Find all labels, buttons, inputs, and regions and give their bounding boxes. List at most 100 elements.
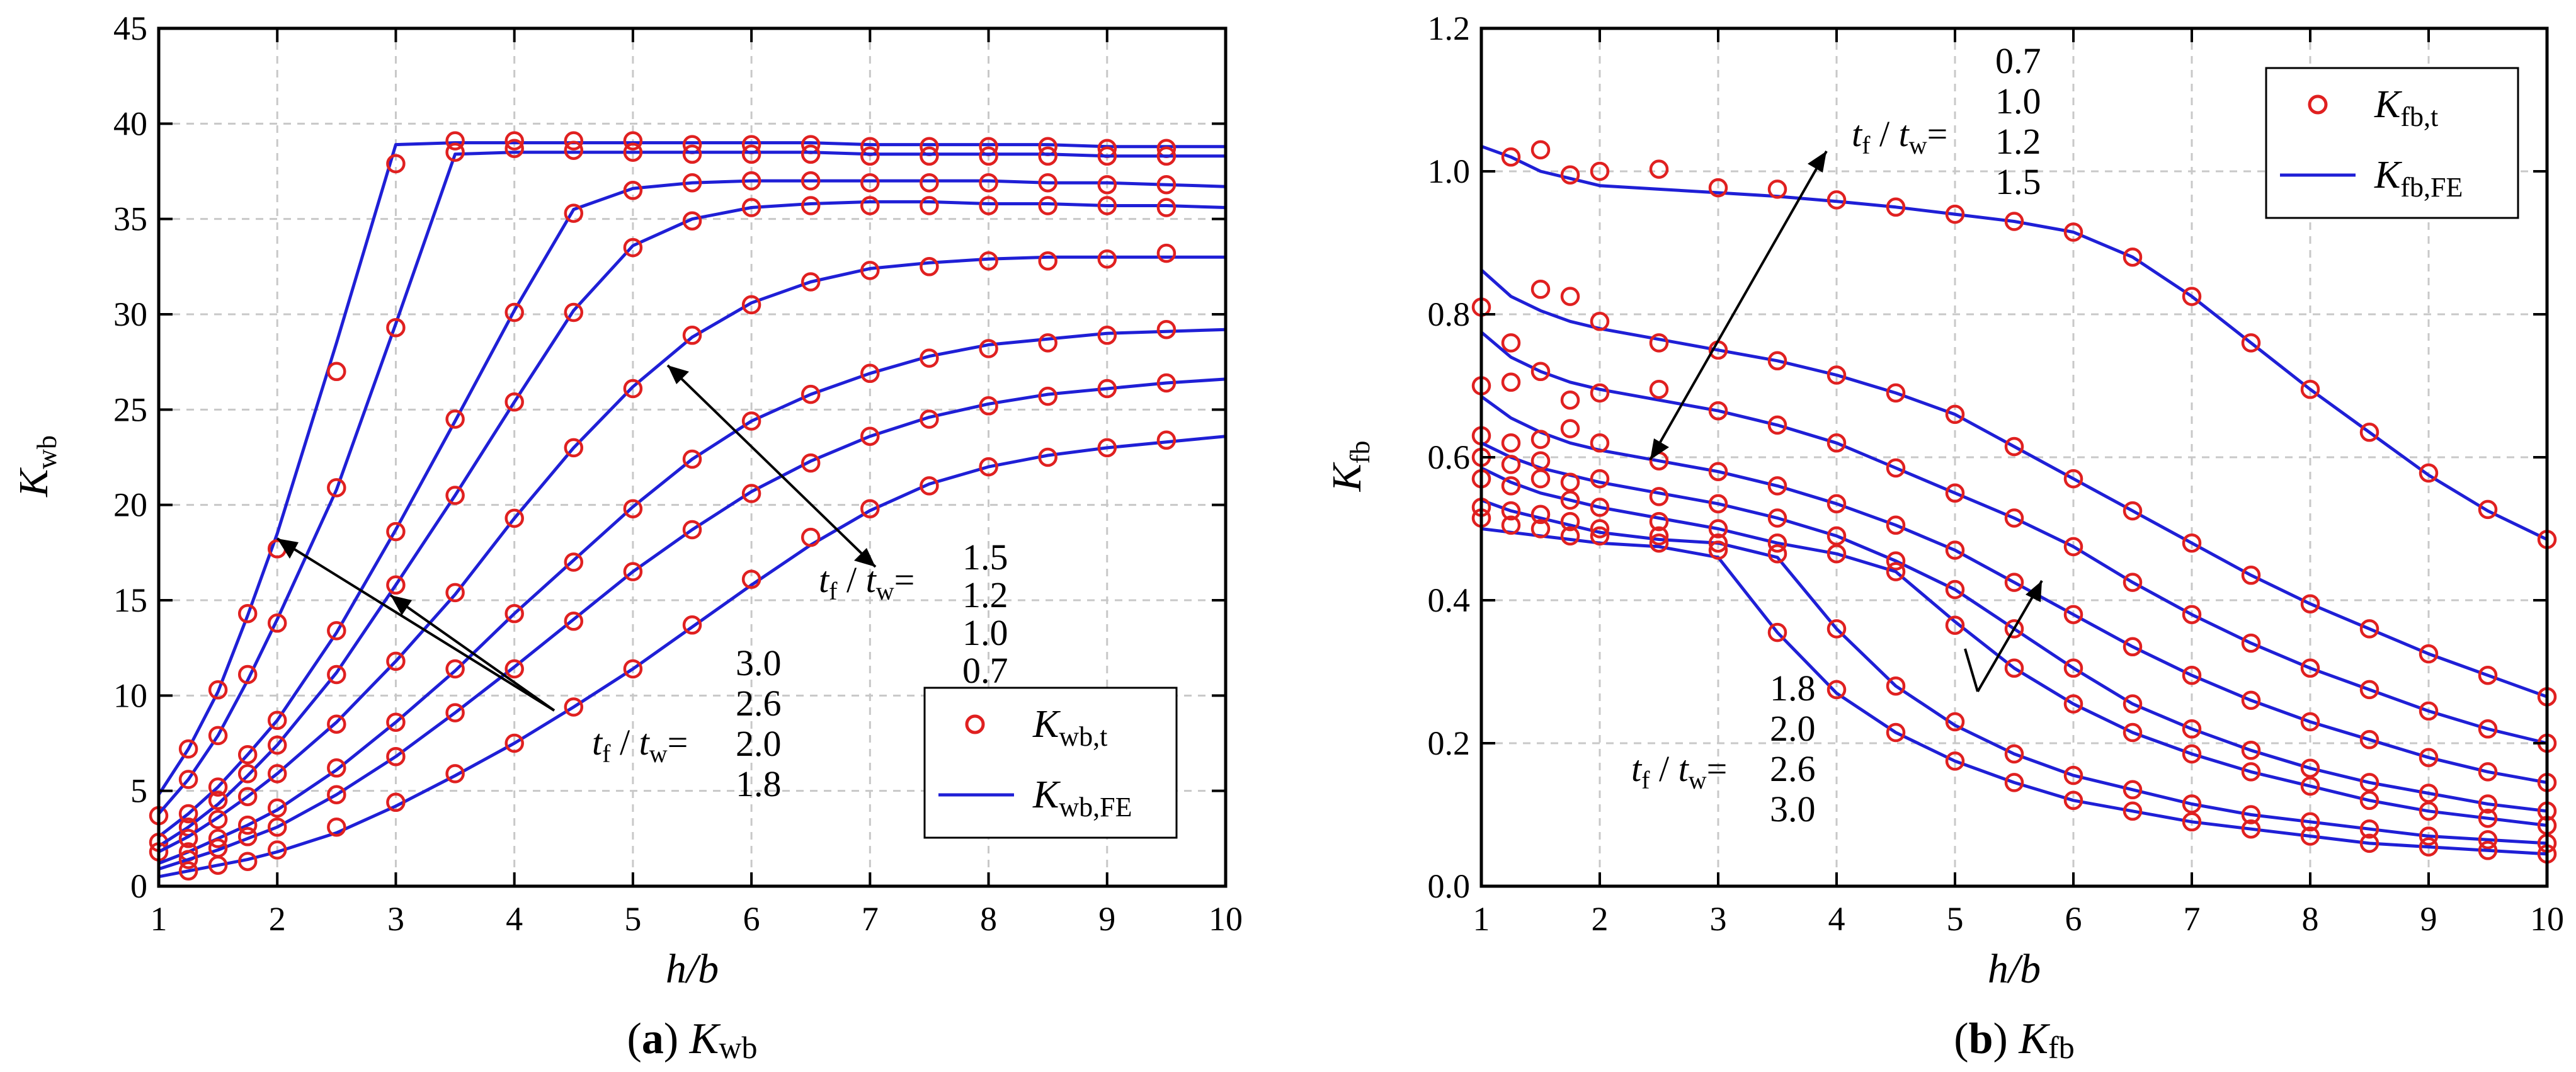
chart-a-xtick-label: 3 [387,900,404,938]
chart-a-line-1-0-fe [158,377,1226,871]
chart-a-point-1-8-test [564,302,584,322]
chart-a-point-1-5-test [860,261,880,280]
chart-a-ylabel: Kwb [11,435,62,498]
chart-b-point-1-8-test [2063,658,2083,678]
chart-a-point-1-2-test [208,829,228,848]
chart-b-point-2-6-test [2359,819,2379,839]
chart-b-point-1-8-test [2478,794,2498,814]
chart-b-point-2-0-test [1708,519,1728,539]
chart-b-point-3-0-test [1827,680,1847,700]
chart-b-point-1-5-test [2419,748,2439,767]
chart-b-point-1-2-test [1590,383,1610,403]
chart-b-point-2-6-test [2063,765,2083,785]
chart-b-point-1-5-test [2004,573,2024,592]
chart-a-point-2-6-test [564,140,584,160]
chart-a-xtick-label: 9 [1098,900,1115,938]
chart-b-xtick-label: 3 [1710,900,1727,938]
chart-b-point-2-6-test [2123,780,2143,800]
chart-a-point-1-5-test [1038,251,1057,271]
chart-b-ytick-label: 0.0 [1428,867,1471,905]
chart-b-point-0-7-test [1560,165,1580,185]
chart-b-point-3-0-test [1708,540,1728,560]
chart-b-annotation-lower-v2: 2.0 [1770,708,1816,749]
chart-a-point-1-2-test [327,758,346,778]
chart-b-point-1-2-test [2182,605,2202,624]
chart-b-point-3-0-test [1560,526,1580,546]
chart-b-point-0-7-test [1886,197,1906,217]
chart-a-point-2-0-test [267,710,287,730]
chart-a-point-1-5-test [801,272,821,292]
chart-b-point-2-0-test [2359,790,2379,811]
chart-a-point-2-0-test [979,173,998,193]
chart-a-point-1-5-test [920,257,939,277]
chart-b-point-0-7-test [2241,333,2261,353]
chart-a-point-2-6-test [801,144,821,164]
chart-a-point-3-0-test [327,362,346,382]
chart-a-xtick-label: 5 [624,900,641,938]
chart-a-point-1-5-test [445,583,465,603]
chart-a-point-2-6-test [445,142,465,162]
chart-a-point-2-6-test [178,770,198,789]
chart-b-xtick-label: 8 [2302,900,2319,938]
chart-b-point-3-0-test [1767,622,1787,642]
chart-a-annotation-upper: tf / tw= 1.5 1.2 1.0 0.7 [666,364,1008,691]
chart-a-point-0-7-test [682,615,702,635]
chart-b-point-1-8-test [1649,487,1669,506]
chart-b-point-0-7-test [1649,159,1669,179]
chart-b-xlabel: h/b [1988,946,2041,992]
chart-b-point-2-0-test [2123,722,2143,743]
chart-a-legend-fe: Kwb,FE [1032,773,1132,823]
chart-b-point-2-0-test [2182,744,2202,764]
chart-a-line-0-7-fe [158,435,1226,879]
chart-b-point-2-0-test [1767,533,1787,553]
chart-a-point-1-8-test [1156,198,1177,217]
chart-b-point-1-0-test [1560,287,1580,306]
chart-b-point-1-8-test [2004,619,2024,639]
chart-b-annotation-lower-v4: 3.0 [1770,789,1816,830]
chart-b-legend-box [2265,67,2519,219]
chart-a-point-1-8-test [208,790,228,811]
chart-b-point-2-0-test [2478,808,2498,828]
chart-a-point-0-7-test [564,697,584,717]
chart-b-ylabel: Kfb [1324,441,1376,493]
chart-b-point-1-2-test [2063,537,2083,557]
chart-a-point-0-7-test [504,733,524,753]
chart-b-point-2-6-test [1560,511,1580,532]
chart-a-point-1-8-test [386,575,406,595]
chart-a-point-1-8-test [623,237,643,258]
chart-b-point-2-6-test [1886,676,1906,696]
chart-b-legend-fe: Kfb,FE [2374,154,2463,203]
chart-b-point-2-6-test [2241,805,2261,824]
chart-b-point-2-0-test [2241,762,2261,782]
chart-b-point-2-0-test [1590,498,1610,517]
chart-a-ytick-label: 25 [113,391,147,428]
chart-b-point-1-0-test [1945,404,1965,425]
chart-b-xtick-label: 1 [1473,900,1490,938]
chart-b-point-3-0-test [2419,837,2439,857]
chart-a-xtick-label: 1 [151,900,168,938]
chart-b-point-0-7-test [1827,190,1847,210]
chart-b-ytick-label: 1.0 [1428,152,1471,190]
chart-b-annotation-upper-v1: 0.7 [1995,40,2041,81]
chart-a-annotation-lower-v2: 2.6 [736,683,782,724]
chart-b-point-2-6-test [2004,744,2024,764]
chart-b-point-2-6-test [1827,619,1847,639]
chart-b-point-1-5-test [2123,637,2143,657]
chart-a-annotation-upper-v3: 1.0 [962,612,1008,653]
chart-a-ytick-label: 45 [113,9,147,47]
chart-b-point-1-2-test [1945,483,1965,503]
chart-b-point-2-0-test [1530,469,1551,489]
chart-b-point-1-0-test [2063,469,2083,489]
chart-b-point-2-0-test [2419,801,2439,821]
chart-b: 1 2 3 4 5 6 7 8 9 100.00.20.40.60.81.01.2 Kfb h/b… [1324,9,2564,1065]
chart-b-point-1-5-test [1827,494,1847,514]
chart-b-xtick-label: 9 [2420,900,2437,938]
chart-b-point-1-0-test [2182,533,2202,553]
chart-a-point-1-2-test [860,363,880,384]
chart-a-ytick-label: 40 [113,105,147,142]
chart-b-point-2-0-test [2063,694,2083,714]
chart-b-xtick-label: 4 [1828,900,1845,938]
chart-b-point-2-6-test [2478,830,2498,850]
chart-b-annotation-upper-v3: 1.2 [1995,121,2041,162]
